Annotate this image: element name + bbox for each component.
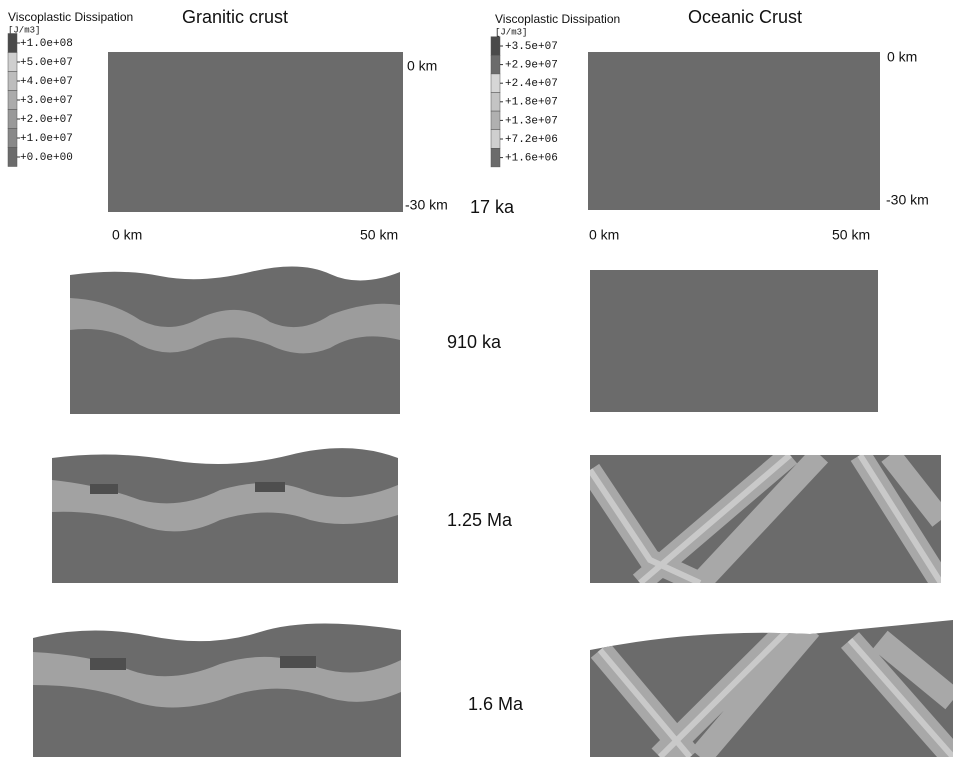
legend-label: +1.8e+07 [505,97,558,109]
time-label: 1.25 Ma [447,510,513,530]
panel [588,52,880,210]
depth-label: -30 km [405,197,448,213]
granitic-panels [33,52,403,757]
x-label: 0 km [112,227,142,243]
legend-label: +1.6e+06 [505,153,558,165]
legend-swatch [491,74,500,93]
legend-swatch [491,37,500,56]
legend-swatch [491,55,500,74]
legend-unit: [J/m3] [495,27,527,37]
legend-swatch [8,129,17,148]
time-label: 1.6 Ma [468,694,524,714]
legend-swatch [491,130,500,149]
legend-swatch [8,72,17,91]
x-label: 50 km [832,227,870,243]
panel-title: Granitic crust [182,7,288,27]
legend-swatch [8,148,17,167]
legend-swatch [8,91,17,110]
legend-title: Viscoplastic Dissipation [495,12,620,26]
panel [70,266,400,414]
legend-label: +2.4e+07 [505,78,558,90]
legend-swatch [491,111,500,130]
legend-swatch [8,110,17,129]
legend-label: +3.5e+07 [505,41,558,53]
panel [108,52,403,212]
legend-label: +2.0e+07 [20,114,73,126]
legend-label: +4.0e+07 [20,76,73,88]
legend-swatch [491,93,500,112]
legend-swatch [8,34,17,53]
depth-label: 0 km [407,58,437,74]
legend-label: +7.2e+06 [505,134,558,146]
x-label: 50 km [360,227,398,243]
legend-label: +1.0e+08 [20,38,73,50]
time-label: 17 ka [470,197,515,217]
depth-label: -30 km [886,192,929,208]
time-label: 910 ka [447,332,502,352]
legend-swatch [8,53,17,72]
x-label: 0 km [589,227,619,243]
panel-title: Oceanic Crust [688,7,802,27]
legend-label: +5.0e+07 [20,57,73,69]
figure: Viscoplastic Dissipation [J/m3] Granitic… [0,0,953,757]
depth-label: 0 km [887,49,917,65]
legend-title: Viscoplastic Dissipation [8,10,133,24]
oceanic-panels [588,52,953,757]
legend-label: +3.0e+07 [20,95,73,107]
legend-label: +1.0e+07 [20,133,73,145]
legend-label: +2.9e+07 [505,60,558,72]
legend-swatch [491,148,500,167]
panel [590,270,878,412]
legend-label: +0.0e+00 [20,152,73,164]
legend-label: +1.3e+07 [505,115,558,127]
